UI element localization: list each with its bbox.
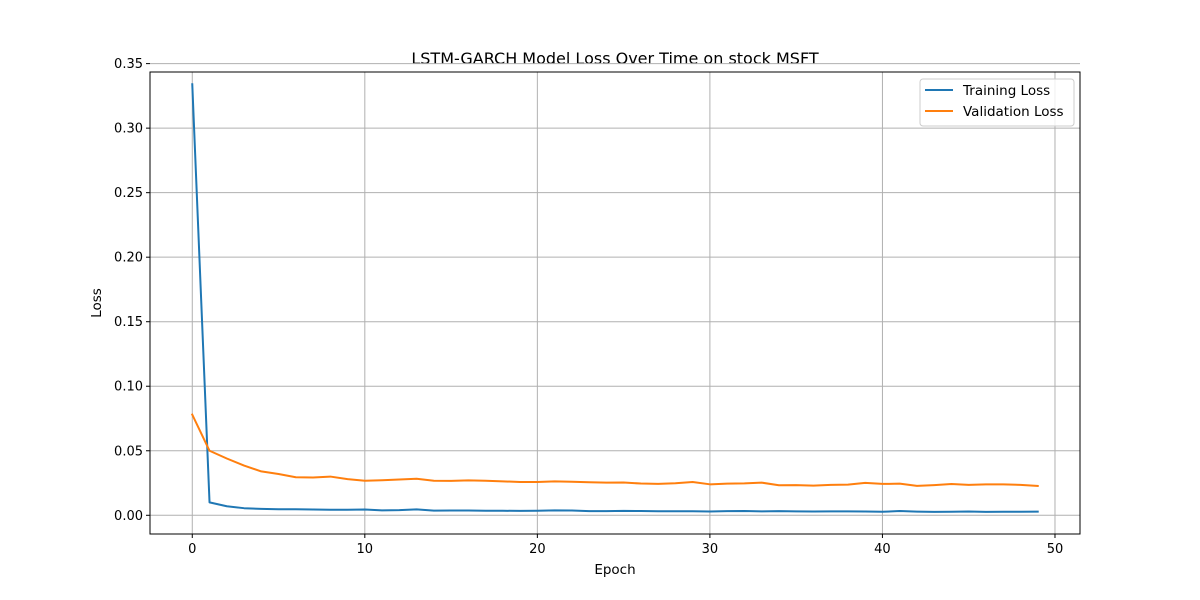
- legend-label-validation-loss: Validation Loss: [963, 104, 1064, 120]
- y-axis-label: Loss: [89, 288, 105, 318]
- legend-label-training-loss: Training Loss: [962, 83, 1050, 99]
- x-tick-label: 10: [357, 542, 374, 557]
- x-axis-label: Epoch: [594, 562, 635, 578]
- grid-lines: [150, 63, 1080, 534]
- y-axis-ticks: 0.00 0.05 0.10 0.15 0.20 0.25 0.30 0.35: [114, 57, 150, 524]
- y-tick-label: 0.15: [114, 315, 143, 330]
- x-axis-ticks: 0 10 20 30 40 50: [188, 534, 1063, 557]
- legend-box: [919, 78, 1075, 127]
- x-tick-label: 20: [529, 542, 546, 557]
- y-tick-label: 0.20: [114, 251, 143, 266]
- y-tick-label: 0.10: [114, 380, 143, 395]
- x-tick-label: 50: [1047, 542, 1064, 557]
- chart-title: LSTM-GARCH Model Loss Over Time on stock…: [411, 49, 819, 68]
- plot-area-frame: [149, 71, 1081, 535]
- x-tick-label: 0: [188, 542, 196, 557]
- y-tick-label: 0.30: [114, 122, 143, 137]
- x-tick-label: 30: [702, 542, 719, 557]
- series-line-training-loss: [191, 83, 1039, 513]
- y-tick-label: 0.35: [114, 57, 143, 72]
- y-tick-label: 0.05: [114, 444, 143, 459]
- y-tick-label: 0.25: [114, 186, 143, 201]
- legend: Training Loss Validation Loss: [919, 78, 1075, 127]
- series-line-validation-loss: [190, 413, 1039, 488]
- series-lines: [190, 83, 1039, 513]
- x-tick-label: 40: [874, 542, 891, 557]
- y-tick-label: 0.00: [114, 509, 143, 524]
